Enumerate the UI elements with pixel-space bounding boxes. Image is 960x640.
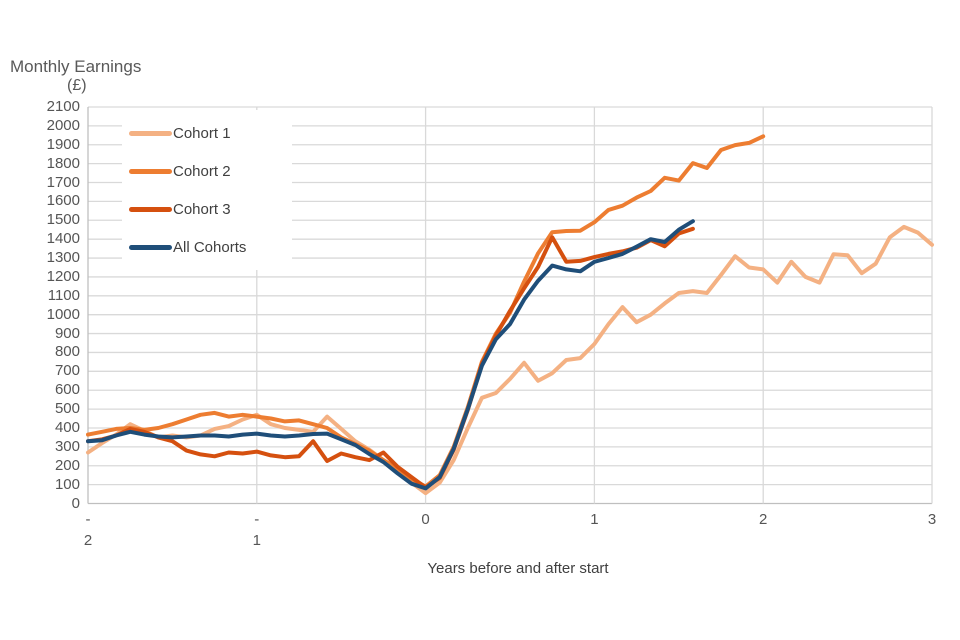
y-tick-label: 900 [54,324,80,342]
legend-item-all-cohorts: All Cohorts [122,228,292,266]
legend-label-all-cohorts: All Cohorts [173,238,247,256]
chart-title-unit: (£) [67,77,87,94]
y-tick-label: 200 [54,456,80,474]
y-tick-label: 1700 [46,173,80,191]
x-tick-label: 2 [759,511,768,528]
y-tick-label: 500 [54,400,80,418]
legend: Cohort 1 Cohort 2 Cohort 3 All Cohorts [122,110,292,270]
y-tick-label: 1200 [46,267,80,285]
y-tick-label: 700 [54,362,80,380]
x-tick-label: - 1 [252,511,261,549]
y-tick-label: 1400 [46,230,80,248]
y-tick-label: 1800 [46,154,80,172]
x-tick-label: 0 [421,511,430,528]
y-tick-label: 1900 [46,135,80,153]
y-tick-label: 400 [54,418,80,436]
y-tick-label: 1500 [46,211,80,229]
legend-swatch-cohort-1 [129,130,172,136]
series-line-cohort-3 [86,226,695,490]
x-axis-title: Years before and after start [427,560,609,577]
chart-title: Monthly Earnings [10,57,142,76]
y-tick-label: 0 [71,494,80,512]
y-tick-label: 1100 [47,286,80,304]
y-tick-label: 2000 [46,116,80,134]
y-tick-label: 2100 [46,98,80,115]
legend-label-cohort-3: Cohort 3 [173,200,231,218]
legend-item-cohort-3: Cohort 3 [122,190,292,228]
legend-label-cohort-2: Cohort 2 [173,162,231,180]
y-tick-label: 1600 [46,192,80,210]
legend-swatch-cohort-3 [129,206,172,212]
series-line-cohort-1 [86,224,934,496]
y-tick-label: 100 [54,475,80,493]
legend-swatch-cohort-2 [129,168,172,174]
y-tick-label: 300 [54,437,80,455]
x-tick-label: 3 [927,511,937,528]
legend-item-cohort-1: Cohort 1 [122,114,292,152]
legend-swatch-all-cohorts [129,244,172,250]
legend-label-cohort-1: Cohort 1 [173,124,231,142]
y-tick-label: 1300 [46,249,80,267]
series-line-all-cohorts [86,219,695,491]
y-tick-label: 1000 [46,305,80,323]
x-tick-label: 1 [590,511,599,528]
y-tick-label: 800 [54,343,80,361]
legend-item-cohort-2: Cohort 2 [122,152,292,190]
x-tick-label: - 2 [83,511,93,549]
y-tick-label: 600 [54,381,80,399]
